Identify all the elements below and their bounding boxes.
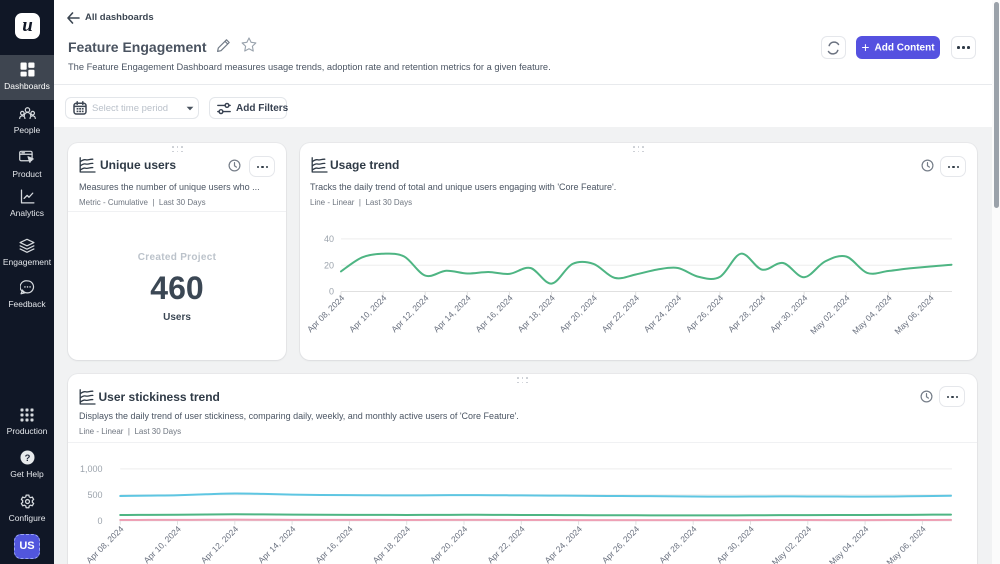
svg-text:Apr 18, 2024: Apr 18, 2024 [371,524,413,564]
svg-text:Apr 08, 2024: Apr 08, 2024 [305,293,347,335]
svg-text:Apr 20, 2024: Apr 20, 2024 [558,293,600,335]
svg-text:Apr 28, 2024: Apr 28, 2024 [726,293,768,335]
svg-text:Apr 26, 2024: Apr 26, 2024 [684,293,726,335]
svg-text:Apr 16, 2024: Apr 16, 2024 [313,524,355,564]
svg-text:0: 0 [329,287,334,297]
svg-text:Apr 22, 2024: Apr 22, 2024 [600,293,642,335]
svg-text:Apr 10, 2024: Apr 10, 2024 [141,524,183,564]
svg-text:May 02, 2024: May 02, 2024 [770,524,814,564]
svg-text:Apr 30, 2024: Apr 30, 2024 [714,524,756,564]
svg-text:Apr 16, 2024: Apr 16, 2024 [473,293,515,335]
svg-text:Apr 12, 2024: Apr 12, 2024 [389,293,431,335]
svg-text:May 06, 2024: May 06, 2024 [892,293,936,337]
svg-text:Apr 24, 2024: Apr 24, 2024 [642,293,684,335]
svg-text:1,000: 1,000 [80,464,103,474]
svg-text:Apr 14, 2024: Apr 14, 2024 [431,293,473,335]
svg-text:May 04, 2024: May 04, 2024 [850,293,894,337]
svg-text:Apr 28, 2024: Apr 28, 2024 [657,524,699,564]
svg-text:Apr 12, 2024: Apr 12, 2024 [199,524,241,564]
svg-text:?: ? [24,453,30,464]
svg-text:500: 500 [87,490,102,500]
svg-text:Apr 24, 2024: Apr 24, 2024 [543,524,585,564]
svg-text:Apr 30, 2024: Apr 30, 2024 [768,293,810,335]
svg-text:Apr 08, 2024: Apr 08, 2024 [84,524,126,564]
svg-text:May 06, 2024: May 06, 2024 [884,524,928,564]
svg-text:Apr 22, 2024: Apr 22, 2024 [485,524,527,564]
svg-text:20: 20 [324,260,334,270]
svg-text:0: 0 [97,516,102,526]
svg-text:May 02, 2024: May 02, 2024 [808,293,852,337]
svg-text:40: 40 [324,234,334,244]
svg-text:Apr 10, 2024: Apr 10, 2024 [347,293,389,335]
svg-text:Apr 20, 2024: Apr 20, 2024 [428,524,470,564]
svg-text:May 04, 2024: May 04, 2024 [827,524,871,564]
svg-text:Apr 14, 2024: Apr 14, 2024 [256,524,298,564]
svg-text:Apr 18, 2024: Apr 18, 2024 [515,293,557,335]
svg-text:Apr 26, 2024: Apr 26, 2024 [600,524,642,564]
